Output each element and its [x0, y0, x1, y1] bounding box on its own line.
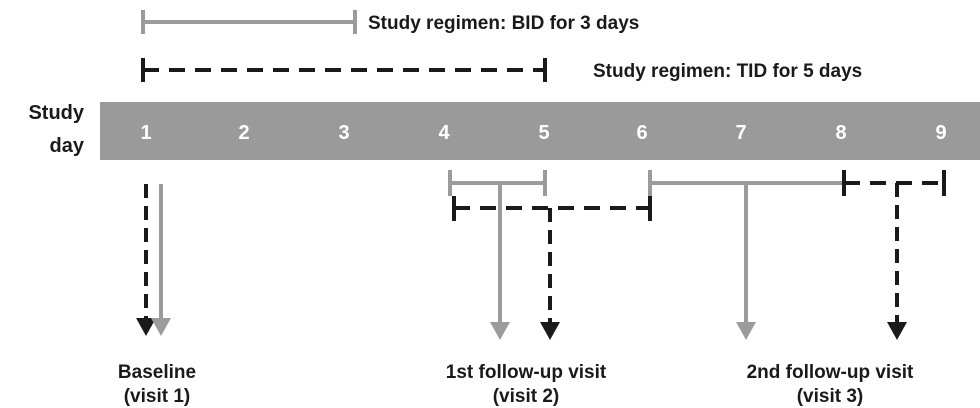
day-numbers: 1 2 3 4 5 6 7 8 9: [140, 122, 946, 144]
timeline-band: [100, 102, 980, 160]
day-number: 8: [835, 122, 846, 144]
day-number: 2: [238, 122, 249, 144]
legend-bid: Study regimen: BID for 3 days: [141, 10, 639, 34]
visit1-label-line2: (visit 1): [124, 386, 191, 407]
visit2-label-line1: 1st follow-up visit: [446, 362, 607, 383]
visit2-label-line2: (visit 2): [493, 386, 560, 407]
visit2-tid-arrowhead: [540, 322, 560, 340]
legend-tid: Study regimen: TID for 5 days: [141, 58, 862, 82]
tid-legend-label: Study regimen: TID for 5 days: [593, 61, 862, 82]
day-number: 3: [338, 122, 349, 144]
visit3-bid-window: [648, 170, 846, 340]
visit2-bid-window: [448, 170, 547, 340]
baseline-bid-arrowhead: [151, 318, 171, 336]
visit3-label-line2: (visit 3): [797, 386, 864, 407]
day-number: 6: [636, 122, 647, 144]
bid-legend-label: Study regimen: BID for 3 days: [368, 13, 639, 34]
visit3-tid-window: [842, 170, 946, 340]
visit2-bid-arrowhead: [490, 322, 510, 340]
visit3-label-line1: 2nd follow-up visit: [747, 362, 914, 383]
day-number: 5: [538, 122, 549, 144]
day-number: 9: [935, 122, 946, 144]
day-number: 1: [140, 122, 151, 144]
visit-labels: Baseline (visit 1) 1st follow-up visit (…: [118, 362, 914, 407]
baseline-arrows: [136, 184, 171, 336]
day-number: 7: [735, 122, 746, 144]
visit3-bid-arrowhead: [736, 322, 756, 340]
study-day-label-line2: day: [50, 135, 85, 157]
visit2-tid-window: [452, 196, 652, 340]
visit3-tid-arrowhead: [887, 322, 907, 340]
visit1-label-line1: Baseline: [118, 362, 196, 383]
baseline-tid-arrowhead: [136, 318, 156, 336]
day-number: 4: [438, 122, 450, 144]
study-day-label-line1: Study: [28, 102, 84, 124]
